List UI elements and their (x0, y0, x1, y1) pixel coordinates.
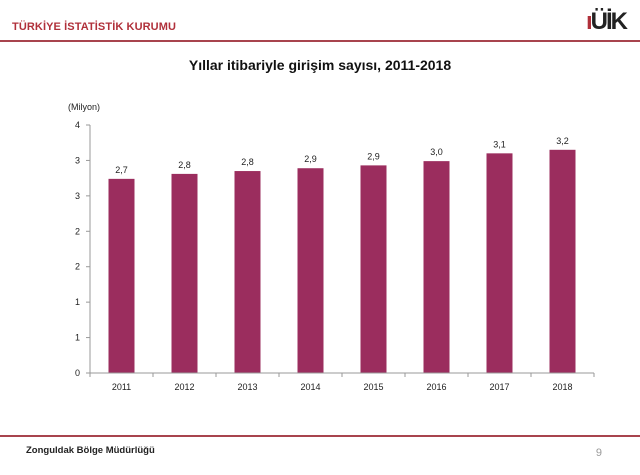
data-label-2018: 3,2 (556, 136, 569, 146)
organization-name: TÜRKİYE İSTATİSTİK KURUMU (12, 21, 177, 33)
data-label-2016: 3,0 (430, 147, 443, 157)
bar-2018 (549, 149, 576, 373)
y-tick-label: 0 (75, 368, 80, 378)
y-tick-label: 3 (75, 155, 80, 165)
bars: 2,7 2,8 2,8 2,9 2,9 3,0 3,1 3,2 (108, 136, 576, 373)
x-axis: 2011 2012 2013 2014 2015 2016 2017 2018 (89, 372, 595, 392)
footer-divider (0, 435, 640, 437)
x-tick-label-2016: 2016 (426, 382, 446, 392)
data-label-2015: 2,9 (367, 151, 380, 161)
data-label-2014: 2,9 (304, 154, 317, 164)
chart-title: Yıllar itibariyle girişim sayısı, 2011-2… (188, 57, 452, 73)
x-tick-label-2017: 2017 (489, 382, 509, 392)
header-divider (0, 40, 640, 42)
y-axis: 0 1 1 2 2 3 3 4 (75, 120, 91, 378)
bar-2014 (297, 168, 324, 373)
y-tick-label: 2 (75, 226, 80, 236)
bar-2016 (423, 161, 450, 373)
y-tick-label: 4 (75, 120, 80, 130)
footer-office: Zonguldak Bölge Müdürlüğü (26, 445, 155, 456)
bar-2017 (486, 153, 513, 373)
y-tick-label: 2 (75, 262, 80, 272)
bar-2012 (171, 173, 198, 373)
x-tick-label-2012: 2012 (174, 382, 194, 392)
y-axis-unit-label: (Milyon) (68, 102, 100, 112)
page-number: 9 (595, 447, 602, 459)
data-label-2012: 2,8 (178, 160, 191, 170)
bar-2013 (234, 171, 261, 373)
x-tick-label-2018: 2018 (552, 382, 572, 392)
tuik-logo: ıÜİK (585, 8, 628, 35)
y-tick-label: 1 (75, 297, 80, 307)
bar-2011 (108, 178, 135, 373)
x-tick-label-2014: 2014 (300, 382, 320, 392)
data-label-2017: 3,1 (493, 139, 506, 149)
data-label-2013: 2,8 (241, 157, 254, 167)
x-tick-label-2015: 2015 (363, 382, 383, 392)
x-tick-label-2011: 2011 (112, 382, 131, 392)
y-tick-label: 1 (75, 333, 80, 343)
x-tick-label-2013: 2013 (237, 382, 257, 392)
bar-2015 (360, 165, 387, 373)
bar-chart: (Milyon) 0 1 1 2 2 3 3 4 2,7 2,8 2,8 2,9 2,9 3,0 3,1 3… (68, 102, 595, 392)
y-tick-label: 3 (75, 191, 80, 201)
data-label-2011: 2,7 (115, 165, 128, 175)
